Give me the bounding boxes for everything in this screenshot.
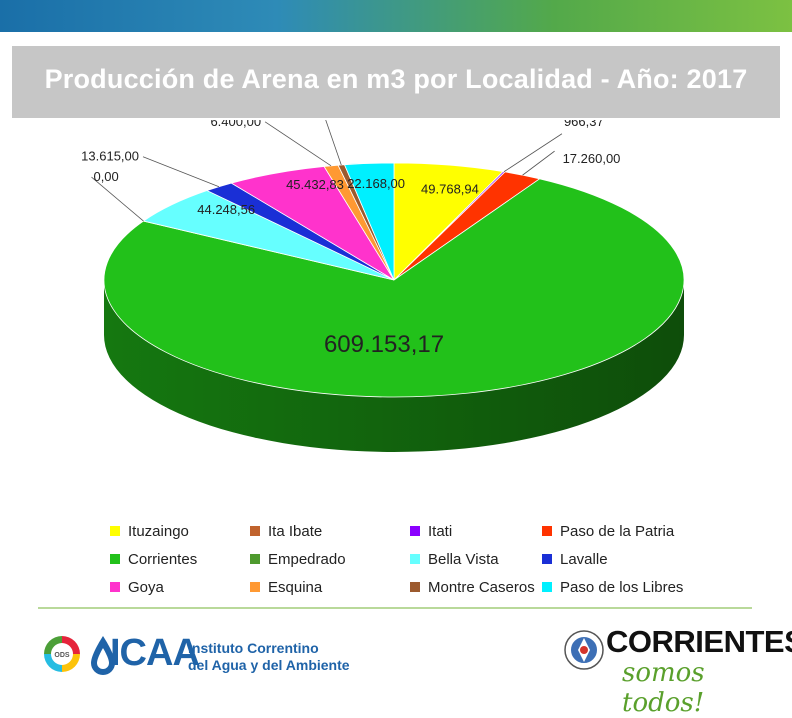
data-label-paso-de-los-libres: 22.168,00 [347,176,405,191]
ods-label: ODS [54,652,70,659]
legend-swatch [410,554,420,564]
legend-label: Paso de la Patria [560,522,675,540]
ods-wheel-icon: ODS [44,636,80,672]
legend-item-corrientes: Corrientes [110,548,197,570]
data-label-paso-de-la-patria: 17.260,00 [563,151,621,166]
data-label-itati: 966,37 [564,120,604,129]
legend-label: Goya [128,578,164,596]
legend-swatch [250,582,260,592]
legend-swatch [250,554,260,564]
legend-label: Corrientes [128,550,198,568]
legend-swatch [110,526,120,536]
label-leader-line [142,156,220,188]
province-seal-icon [564,630,604,670]
label-leader-line [264,121,332,167]
pie-slice-paso-de-los-libres [343,162,395,281]
data-label-lavalle: 13.615,00 [81,149,139,164]
legend-label: Lavalle [560,550,608,568]
icaa-name-line1: Instituto Correntino [188,640,319,656]
legend-item-paso-de-la-patria: Paso de la Patria [542,520,674,542]
legend-label: Empedrado [268,550,346,568]
data-label-goya: 45.432,83 [286,177,344,192]
legend-item-bella-vista: Bella Vista [410,548,499,570]
top-gradient-bar [0,0,792,32]
legend-item-paso-de-los-libres: Paso de los Libres [542,576,683,598]
corrientes-slogan: somos todos! [622,658,705,718]
chart-title: Producción de Arena en m3 por Localidad … [44,64,748,94]
legend-item-ituzaingo: Ituzaingo [110,520,189,542]
pie-side-corrientes [104,280,684,452]
title-banner: Producción de Arena en m3 por Localidad … [12,46,780,118]
label-leader-line [503,133,563,173]
legend-label: Esquina [268,578,323,596]
chart-legend: Ituzaingo Ita Ibate Itati Paso de la Patria… [110,520,750,608]
icaa-institute-name: Instituto Correntino del Agua y del Ambi… [188,640,350,674]
legend-label: Paso de los Libres [560,578,684,596]
legend-item-empedrado: Empedrado [250,548,346,570]
corrientes-brand-block: CORRIENTES somos todos! [560,622,792,718]
legend-swatch [542,526,552,536]
legend-item-lavalle: Lavalle [542,548,608,570]
legend-label: Ituzaingo [128,522,189,540]
label-leader-line [91,176,144,222]
legend-swatch [410,582,420,592]
label-leader-line [522,150,555,176]
legend-swatch [110,582,120,592]
legend-label: Montre Caseros [428,578,535,596]
water-drop-icon [91,636,115,675]
pie-slice-corrientes [103,178,685,398]
icaa-logo-block: ODS ICAA Instituto Correntino del Agua y… [40,630,350,680]
legend-label: Ita Ibate [268,522,323,540]
legend-item-montre-caseros: Montre Caseros [410,576,535,598]
legend-item-esquina: Esquina [250,576,322,598]
legend-item-itati: Itati [410,520,452,542]
data-label-empedrado: 0,00 [93,169,118,184]
legend-swatch [110,554,120,564]
data-label-ituzaingo: 49.768,94 [421,181,479,196]
data-label-bella-vista: 44.248,56 [197,202,255,217]
data-label-corrientes: 609.153,17 [324,331,444,358]
label-leader-line [325,120,342,166]
legend-label: Itati [428,522,453,540]
corrientes-wordmark: CORRIENTES [606,624,792,659]
data-label-esquina: 6.400,00 [210,120,261,129]
legend-label: Bella Vista [428,550,499,568]
legend-swatch [542,582,552,592]
legend-item-ita-ibate: Ita Ibate [250,520,322,542]
legend-swatch [542,554,552,564]
legend-item-goya: Goya [110,576,164,598]
legend-swatch [250,526,260,536]
footer-divider [38,607,752,609]
icaa-logo-text: ICAA [110,632,200,674]
pie-chart: 49.768,94 966,37 17.260,00 609.153,17 0,00 44… [81,120,685,452]
icaa-name-line2: del Agua y del Ambiente [188,657,350,673]
legend-swatch [410,526,420,536]
